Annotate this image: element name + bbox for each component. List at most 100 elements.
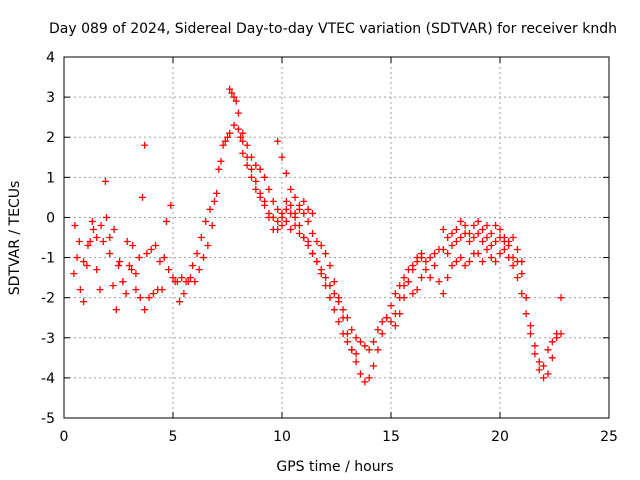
data-point — [518, 270, 526, 278]
data-point — [448, 262, 456, 270]
data-point — [109, 282, 117, 290]
data-point — [422, 258, 430, 266]
data-point — [496, 225, 504, 233]
data-point — [278, 221, 286, 229]
data-point — [261, 173, 269, 181]
data-point — [404, 278, 412, 286]
data-point — [252, 177, 260, 185]
data-point — [239, 129, 247, 137]
data-point — [352, 350, 360, 358]
x-tick-label: 0 — [60, 429, 69, 445]
data-point — [84, 242, 92, 250]
data-point — [439, 225, 447, 233]
data-point — [265, 185, 273, 193]
x-tick-label: 10 — [273, 429, 291, 445]
data-point — [452, 238, 460, 246]
data-point — [278, 153, 286, 161]
data-point — [535, 366, 543, 374]
data-point — [361, 378, 369, 386]
data-point — [391, 322, 399, 330]
data-point — [378, 318, 386, 326]
data-point — [274, 205, 282, 213]
data-point — [103, 213, 111, 221]
data-point — [465, 229, 473, 237]
data-point — [465, 258, 473, 266]
data-point — [75, 238, 83, 246]
data-point — [162, 217, 170, 225]
data-point — [247, 173, 255, 181]
data-point — [76, 286, 84, 294]
data-point — [452, 258, 460, 266]
data-point — [228, 89, 236, 97]
data-point — [204, 242, 212, 250]
data-point — [474, 250, 482, 258]
data-point — [129, 242, 137, 250]
data-point — [383, 314, 391, 322]
data-point — [171, 278, 179, 286]
data-point — [544, 346, 552, 354]
data-point — [274, 225, 282, 233]
data-point — [531, 342, 539, 350]
data-point — [156, 258, 164, 266]
x-tick-label: 5 — [169, 429, 178, 445]
data-point — [483, 234, 491, 241]
data-point — [152, 242, 160, 250]
data-point — [243, 161, 251, 169]
data-point — [224, 133, 231, 141]
data-point — [356, 338, 364, 346]
data-point — [234, 125, 242, 133]
data-point — [487, 254, 495, 262]
data-point — [500, 234, 508, 241]
data-point — [487, 229, 495, 237]
data-point — [509, 262, 517, 270]
data-point — [391, 290, 399, 298]
data-point — [221, 137, 229, 145]
data-point — [230, 121, 238, 129]
data-point — [93, 234, 101, 241]
data-point — [247, 165, 255, 173]
data-point — [518, 258, 526, 266]
data-point — [387, 318, 395, 326]
data-point — [448, 229, 456, 237]
data-point — [370, 338, 378, 346]
x-axis-label: GPS time / hours — [276, 459, 393, 475]
data-point — [496, 250, 504, 258]
data-point — [378, 330, 386, 338]
data-point — [160, 254, 168, 262]
data-point — [339, 306, 347, 314]
data-point — [265, 213, 273, 221]
data-point — [70, 270, 78, 278]
axes: 0 5 10 15 20 25 -5 -4 -3 -2 -1 0 1 2 3 4 — [41, 50, 618, 445]
data-point — [97, 221, 105, 229]
data-point — [93, 266, 101, 274]
x-tick-label: 25 — [600, 429, 618, 445]
data-point — [178, 274, 186, 282]
data-point — [313, 238, 321, 246]
data-point — [448, 242, 456, 250]
data-point — [470, 234, 478, 241]
data-point — [226, 129, 234, 137]
data-point — [261, 197, 269, 205]
data-point — [544, 370, 552, 378]
data-point — [112, 306, 120, 314]
data-point — [239, 149, 247, 157]
data-point — [169, 274, 177, 282]
data-point — [509, 234, 517, 241]
grid-lines — [64, 57, 609, 418]
data-point — [309, 250, 317, 258]
data-point — [96, 286, 104, 294]
data-point — [492, 221, 500, 229]
data-point — [400, 274, 408, 282]
data-point — [125, 262, 133, 270]
data-point — [374, 326, 382, 334]
data-point — [116, 258, 124, 266]
chart-title: Day 089 of 2024, Sidereal Day-to-day VTE… — [49, 21, 617, 37]
data-point — [110, 225, 118, 233]
data-point — [431, 262, 439, 270]
data-point — [226, 85, 234, 93]
data-point — [339, 330, 347, 338]
data-point — [252, 161, 260, 169]
data-point — [457, 217, 465, 225]
data-point — [232, 97, 240, 105]
y-tick-label: 4 — [46, 50, 55, 66]
